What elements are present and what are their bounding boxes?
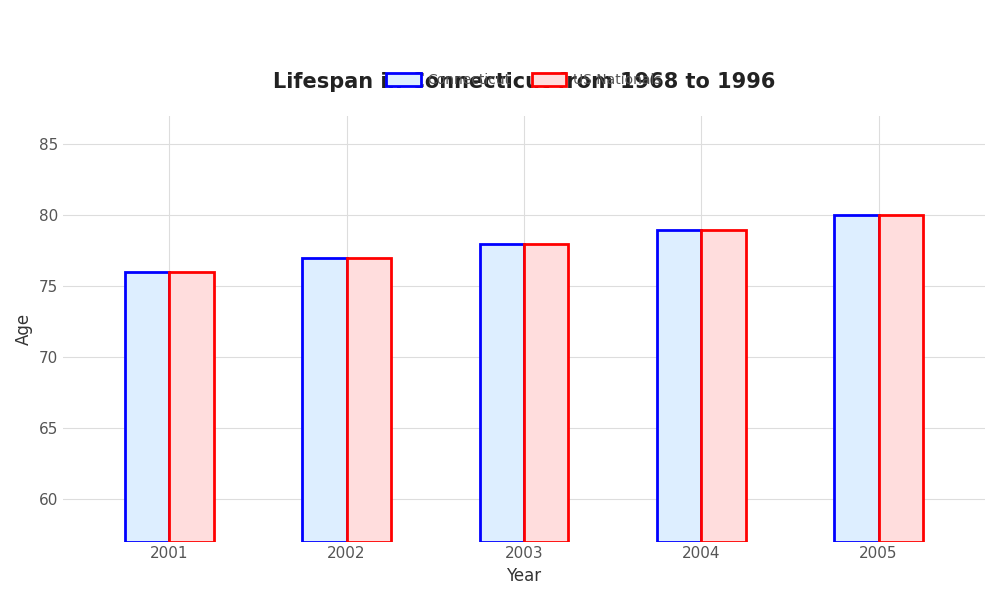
X-axis label: Year: Year xyxy=(506,567,541,585)
Y-axis label: Age: Age xyxy=(15,313,33,345)
Legend: Connecticut, US Nationals: Connecticut, US Nationals xyxy=(380,68,667,93)
Bar xyxy=(834,215,879,542)
Bar xyxy=(524,244,568,542)
Bar xyxy=(701,230,746,542)
Bar xyxy=(657,230,701,542)
Bar xyxy=(480,244,524,542)
Bar xyxy=(347,258,391,542)
Bar xyxy=(302,258,347,542)
Bar xyxy=(125,272,169,542)
Bar xyxy=(169,272,214,542)
Title: Lifespan in Connecticut from 1968 to 1996: Lifespan in Connecticut from 1968 to 199… xyxy=(273,73,775,92)
Bar xyxy=(879,215,923,542)
